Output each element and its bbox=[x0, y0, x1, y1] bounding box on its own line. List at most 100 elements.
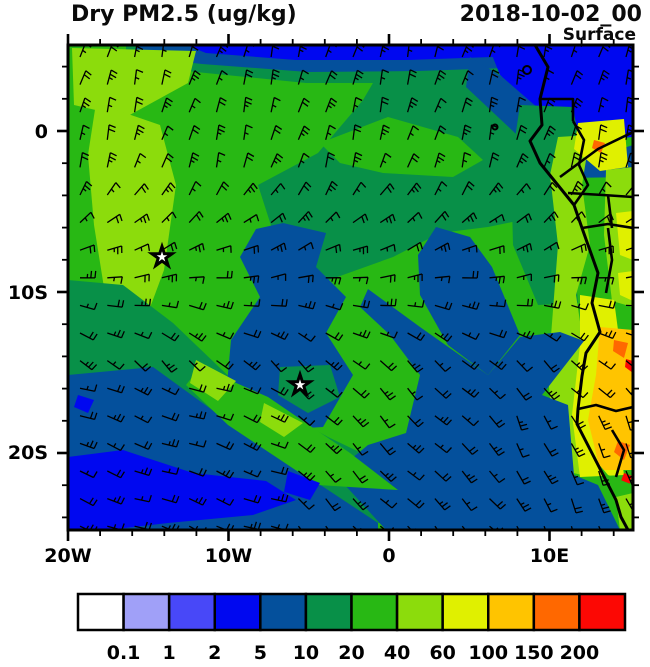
wind-barb-icon bbox=[325, 470, 342, 483]
datetime-label: 2018-10-02_00 bbox=[459, 2, 642, 27]
wind-barb-icon bbox=[379, 124, 390, 140]
x-axis-tick-label: 10W bbox=[205, 545, 252, 567]
pm25-fill-region bbox=[618, 271, 633, 301]
wind-barb-icon bbox=[215, 181, 230, 196]
wind-barb-icon bbox=[134, 273, 150, 283]
wind-barb-icon bbox=[516, 69, 526, 85]
wind-barb-icon bbox=[598, 124, 608, 140]
y-axis-tick-label: 20S bbox=[8, 442, 48, 464]
wind-barb-icon bbox=[543, 125, 556, 141]
wind-barb-icon bbox=[516, 360, 534, 372]
wind-barb-icon bbox=[516, 525, 520, 530]
colorbar-cell bbox=[213, 592, 262, 632]
wind-barb-icon bbox=[489, 387, 506, 400]
wind-barb-icon bbox=[134, 415, 153, 424]
wind-barb-icon bbox=[243, 329, 262, 339]
wind-barb-icon bbox=[625, 470, 633, 486]
wind-barb-icon bbox=[134, 386, 153, 396]
wind-barb-icon bbox=[543, 241, 560, 251]
wind-barb-icon bbox=[352, 96, 363, 113]
wind-barb-icon bbox=[216, 383, 234, 393]
wind-barb-icon bbox=[379, 360, 398, 372]
wind-barb-icon bbox=[297, 525, 303, 530]
wind-barb-icon bbox=[434, 69, 447, 85]
wind-barb-icon bbox=[543, 498, 558, 513]
wind-barb-icon bbox=[79, 70, 92, 85]
wind-barb-icon bbox=[598, 152, 608, 168]
wind-barb-icon bbox=[188, 242, 205, 253]
wind-barb-icon bbox=[570, 180, 584, 196]
wind-barb-icon bbox=[598, 360, 617, 370]
wind-barb-icon bbox=[434, 301, 453, 311]
wind-barb-icon bbox=[461, 212, 478, 224]
wind-barb-icon bbox=[297, 45, 308, 58]
wind-barb-icon bbox=[598, 443, 611, 459]
wind-barb-icon bbox=[625, 387, 633, 398]
pm25-fill-region bbox=[88, 103, 176, 340]
wind-barb-icon bbox=[461, 70, 474, 85]
wind-barb-icon bbox=[380, 274, 396, 283]
wind-barb-icon bbox=[297, 97, 310, 113]
wind-barb-icon bbox=[516, 96, 526, 113]
wind-barb-icon bbox=[461, 387, 480, 398]
wind-barb-icon bbox=[270, 242, 287, 253]
colorbar-tick-label: 40 bbox=[384, 642, 410, 664]
wind-barb-icon bbox=[325, 303, 344, 311]
colorbar-tick-label: 5 bbox=[254, 642, 267, 664]
pm25-fill-region bbox=[614, 441, 630, 460]
colorbar: 0.1 1 2 5 10 20 40 60 100 150 200 bbox=[76, 592, 627, 664]
page-title: Dry PM2.5 (ug/kg) bbox=[71, 2, 297, 27]
wind-barb-icon bbox=[543, 152, 556, 168]
wind-barb-icon bbox=[298, 274, 314, 283]
wind-barb-icon bbox=[216, 331, 235, 340]
wind-barb-icon bbox=[352, 213, 369, 224]
wind-barb-icon bbox=[189, 411, 207, 420]
colorbar-cell bbox=[441, 592, 490, 632]
wind-barb-icon bbox=[325, 332, 344, 341]
wind-barb-icon bbox=[188, 125, 201, 141]
wind-barb-icon bbox=[543, 443, 559, 457]
wind-barb-icon bbox=[161, 273, 178, 283]
wind-barb-icon bbox=[598, 97, 609, 113]
wind-barb-icon bbox=[216, 498, 235, 506]
wind-barb-icon bbox=[325, 70, 338, 85]
wind-barb-icon bbox=[516, 183, 532, 196]
wind-barb-icon bbox=[516, 273, 532, 281]
wind-barb-icon bbox=[407, 300, 425, 308]
wind-barb-icon bbox=[379, 213, 396, 224]
wind-barb-icon bbox=[325, 97, 338, 113]
wind-barb-icon bbox=[216, 245, 232, 253]
wind-barb-icon bbox=[434, 242, 451, 252]
wind-barb-icon bbox=[134, 298, 152, 307]
wind-barb-icon bbox=[543, 211, 559, 224]
wind-barb-icon bbox=[516, 242, 533, 253]
wind-barb-icon bbox=[489, 275, 506, 284]
y-axis-tick-label: 0 bbox=[35, 121, 48, 143]
wind-barb-icon bbox=[270, 331, 289, 340]
wind-barb-icon bbox=[434, 275, 451, 284]
wind-barb-icon bbox=[161, 97, 173, 113]
wind-barb-icon bbox=[215, 124, 226, 140]
wind-barb-icon bbox=[161, 494, 180, 504]
pm25-fill-region bbox=[616, 211, 633, 260]
wind-barb-icon bbox=[243, 124, 253, 140]
wind-barb-icon bbox=[297, 181, 312, 196]
wind-barb-icon bbox=[161, 332, 180, 342]
wind-barb-icon bbox=[543, 181, 558, 196]
wind-barb-icon bbox=[543, 45, 553, 58]
wind-barb-icon bbox=[489, 470, 506, 484]
wind-barb-icon bbox=[379, 45, 391, 58]
wind-barb-icon bbox=[570, 360, 589, 372]
wind-barb-icon bbox=[325, 211, 341, 224]
wind-barb-icon bbox=[134, 441, 153, 450]
wind-barb-icon bbox=[543, 415, 558, 430]
wind-barb-icon bbox=[79, 384, 98, 392]
wind-barb-icon bbox=[297, 125, 311, 141]
wind-barb-icon bbox=[461, 152, 472, 168]
wind-barb-icon bbox=[407, 442, 425, 454]
wind-barb-icon bbox=[461, 360, 480, 370]
wind-barb-icon bbox=[189, 440, 207, 448]
wind-barb-icon bbox=[516, 330, 535, 340]
wind-barb-icon bbox=[380, 298, 397, 307]
